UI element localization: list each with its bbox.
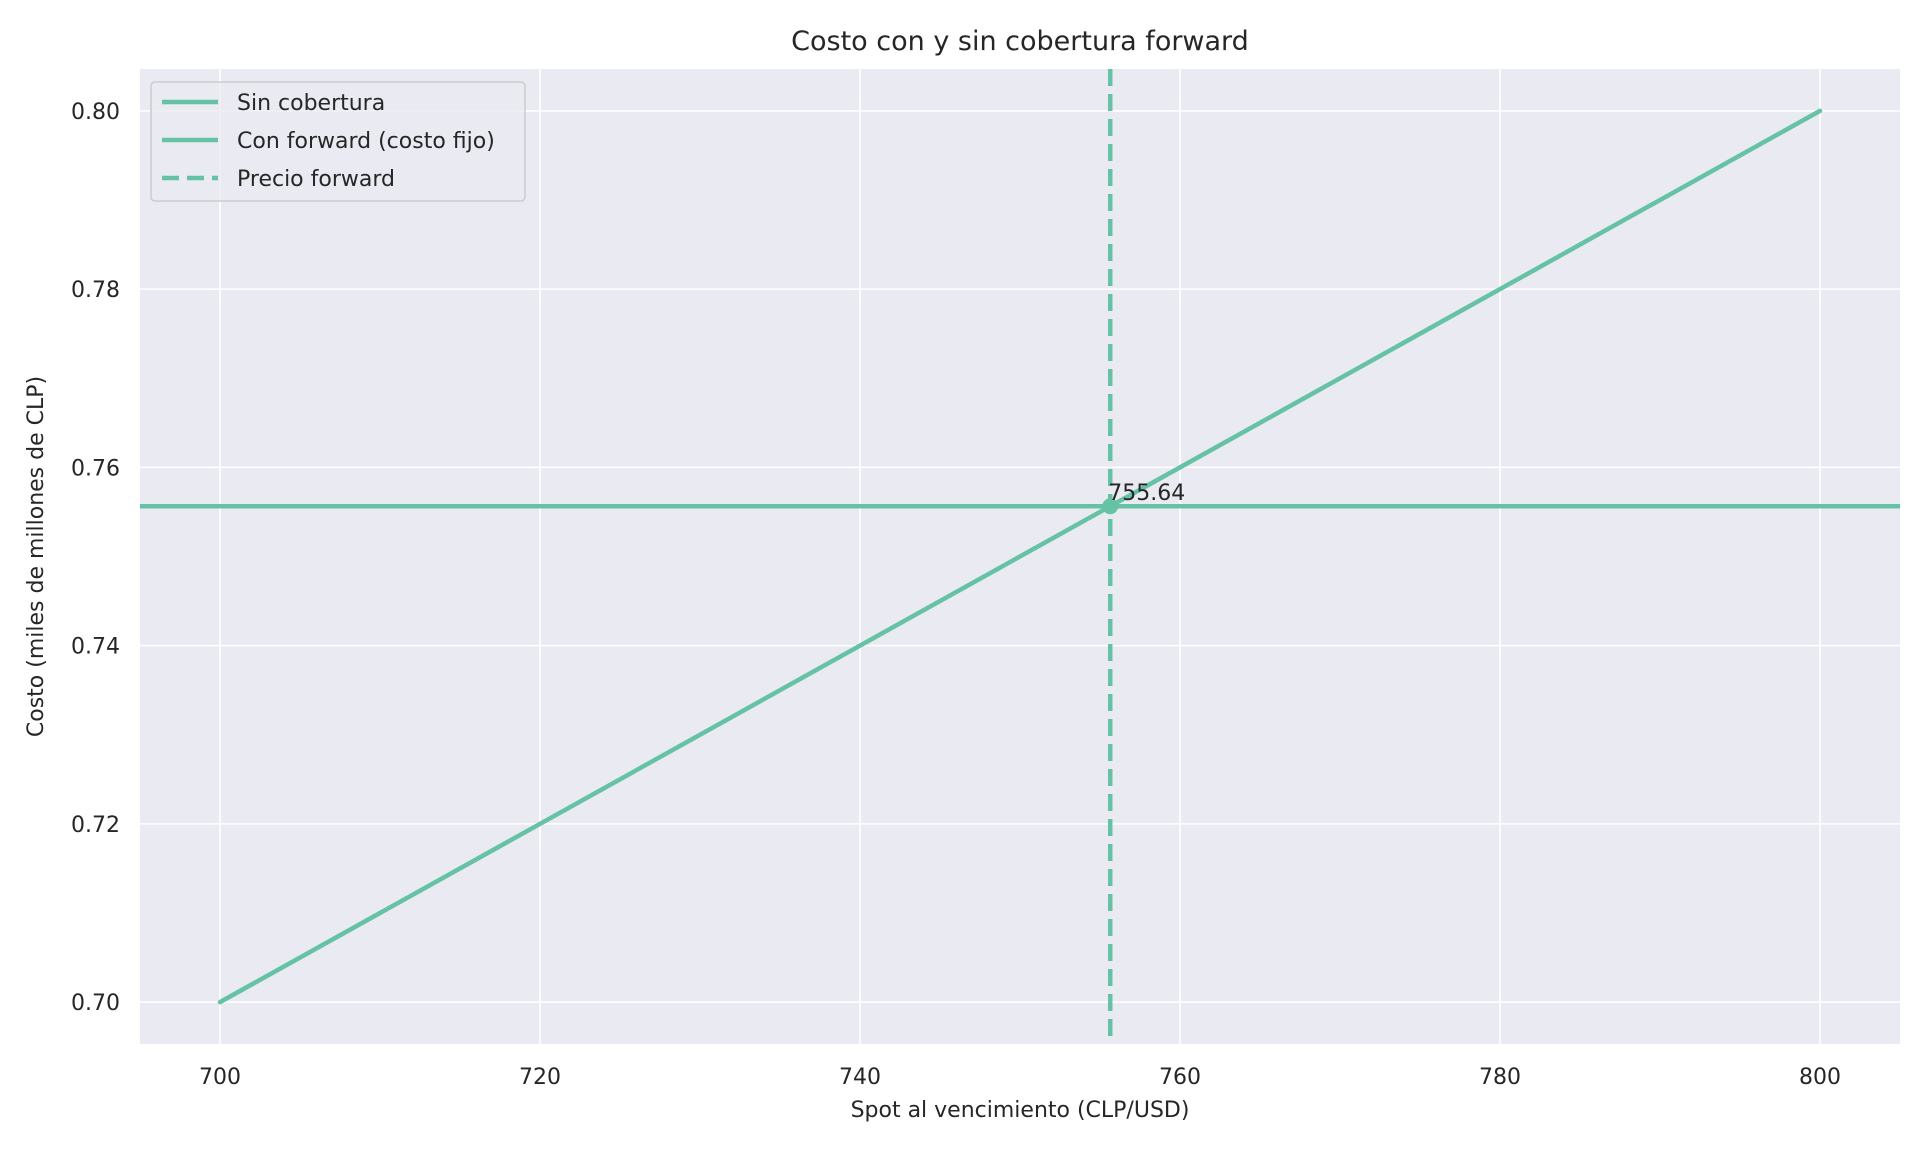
legend: Sin cobertura Con forward (costo fijo) P… <box>150 81 526 202</box>
forward-price-annotation: 755.64 <box>1108 481 1185 506</box>
y-tick-label: 0.70 <box>71 991 120 1016</box>
y-axis-label: Costo (miles de millones de CLP) <box>24 376 49 737</box>
x-tick-label: 720 <box>519 1065 561 1090</box>
x-tick-label: 780 <box>1479 1065 1521 1090</box>
x-tick-label: 800 <box>1799 1065 1841 1090</box>
y-tick-label: 0.74 <box>71 635 120 660</box>
series-line-sin-cobertura <box>217 108 1823 1005</box>
legend-label-con-forward: Con forward (costo fijo) <box>237 129 495 154</box>
chart-title: Costo con y sin cobertura forward <box>791 26 1249 57</box>
series-layer <box>140 69 1900 1044</box>
x-tick-label: 700 <box>199 1065 241 1090</box>
y-tick-label: 0.72 <box>71 813 120 838</box>
forward-price-marker <box>1102 498 1119 515</box>
y-tick-label: 0.80 <box>71 100 120 125</box>
legend-label-sin-cobertura: Sin cobertura <box>237 91 385 116</box>
y-tick-label: 0.76 <box>71 456 120 481</box>
x-tick-label: 740 <box>839 1065 881 1090</box>
x-tick-label: 760 <box>1159 1065 1201 1090</box>
x-axis-label: Spot al vencimiento (CLP/USD) <box>851 1098 1190 1123</box>
y-tick-label: 0.78 <box>71 278 120 303</box>
legend-label-precio-forward: Precio forward <box>237 167 395 192</box>
tick-labels: 700 720 740 760 780 800 0.70 0.72 0.74 0.76 0.78 0.… <box>71 100 1841 1090</box>
legend-box <box>150 81 526 202</box>
grid <box>140 69 1900 1044</box>
